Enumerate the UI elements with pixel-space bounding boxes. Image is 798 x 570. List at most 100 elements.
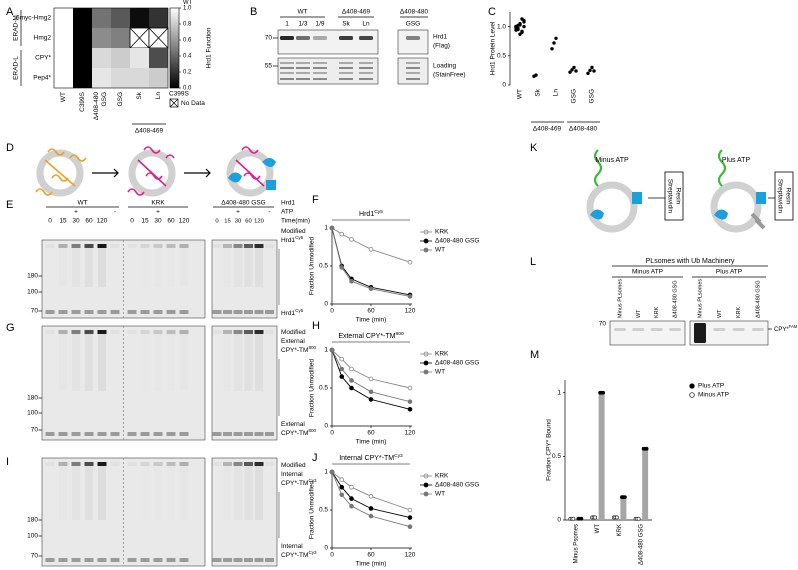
legend-label: Minus ATP: [698, 392, 729, 399]
band: [223, 432, 232, 436]
smear: [141, 248, 149, 287]
smear: [98, 466, 106, 520]
band: [254, 330, 264, 334]
gel-panel: [211, 325, 278, 441]
label-text: CPY*-TM: [281, 347, 308, 354]
colorbar-bottom-label: C399S: [169, 91, 190, 98]
lane-label: 1/9: [315, 21, 324, 28]
row-label: 6myc-Hmg2: [16, 15, 51, 22]
lane-label: GSG: [406, 21, 420, 28]
colorbar-tick-label: 0.6: [183, 38, 192, 44]
data-point: [514, 26, 518, 30]
label-text: Hrd1: [359, 211, 374, 218]
smear: [128, 248, 136, 287]
data-point: [329, 469, 335, 475]
data-point: [552, 41, 556, 45]
data-point: [522, 20, 526, 24]
band: [280, 62, 294, 64]
band-label: CPY*FAM: [774, 324, 798, 333]
band: [212, 310, 222, 314]
label-text: CPY*: [774, 327, 789, 333]
band: [265, 310, 274, 314]
band: [153, 310, 163, 314]
time-label: 30: [72, 218, 80, 225]
ub-machinery: [228, 158, 276, 190]
smear: [167, 334, 175, 391]
bar-dot: [614, 515, 619, 520]
atp-label: +: [236, 209, 240, 216]
blot-panel: [609, 320, 686, 346]
band: [179, 558, 189, 562]
blot-panel: [277, 29, 379, 55]
gel-panel: [211, 457, 278, 567]
group-label: Plus ATP: [716, 269, 742, 276]
y-tick-label: 0.5: [552, 453, 561, 460]
band: [669, 328, 681, 331]
band: [280, 67, 294, 69]
label-superscript: Cy3: [308, 550, 317, 555]
band: [179, 462, 189, 466]
band: [406, 72, 420, 74]
ub-machinery: [590, 192, 766, 220]
legend-label: KRK: [435, 473, 449, 480]
band: [406, 62, 420, 64]
band: [179, 244, 189, 248]
resin-box: [664, 171, 684, 221]
colorbar: [169, 7, 180, 89]
band: [140, 432, 150, 436]
band: [406, 36, 420, 40]
bar-dot: [636, 516, 641, 521]
band: [254, 558, 264, 562]
label-text: Internal: [281, 471, 303, 478]
header-label: Hrd1: [281, 200, 295, 207]
resin-label: Resin: [674, 188, 681, 205]
band: [84, 558, 94, 562]
colorbar-tick-label: 0.2: [183, 70, 192, 76]
band: [265, 558, 274, 562]
gel-label: CPY*-TMCy3: [281, 550, 317, 559]
band: [713, 328, 726, 331]
smear: [141, 466, 149, 520]
resin-box: [774, 171, 794, 221]
x-tick-label: 0: [330, 430, 334, 437]
y-tick-label: 0.5: [319, 263, 328, 270]
band: [71, 244, 81, 248]
series-line: [331, 471, 411, 511]
header-label: ATP: [281, 209, 293, 216]
column-label: GSG: [117, 92, 124, 106]
heatmap-cell: [149, 68, 168, 88]
data-point: [588, 68, 592, 73]
data-point: [407, 406, 413, 412]
bar-dot: [579, 516, 584, 521]
marker-label: 180: [27, 517, 38, 524]
lane-label: 1: [285, 21, 289, 28]
panel-label: E: [6, 199, 13, 211]
x-tick-label: 60: [367, 552, 375, 559]
heatmap-cell: [54, 68, 73, 88]
heatmap-cell: [92, 28, 111, 48]
group-label: Minus ATP: [632, 269, 663, 276]
label-text: Internal CPY*-TM: [339, 455, 394, 462]
blot-label: (StainFree): [433, 72, 466, 79]
heatmap-cell: [54, 28, 73, 48]
panel-label: A: [6, 6, 14, 18]
band: [339, 72, 353, 74]
gel-label: Hrd1Cy5: [281, 235, 304, 244]
legend-marker: [689, 392, 695, 398]
band: [45, 244, 55, 248]
colorbar-top-label: WT: [183, 0, 193, 6]
marker-label: 180: [27, 273, 38, 280]
smear: [154, 334, 162, 391]
blot-title: PLsomes with Ub Machinery: [646, 258, 735, 265]
data-point: [407, 259, 413, 265]
time-label: 15: [141, 218, 149, 225]
band: [632, 328, 645, 331]
column-label: WT: [60, 92, 67, 102]
marker-label: 70: [265, 35, 273, 42]
band: [313, 67, 327, 69]
time-label: 60: [85, 218, 93, 225]
legend-label: WT: [435, 247, 445, 254]
row-label: CPY*: [35, 55, 51, 62]
lane-label: Minus PLsomes: [697, 279, 703, 318]
